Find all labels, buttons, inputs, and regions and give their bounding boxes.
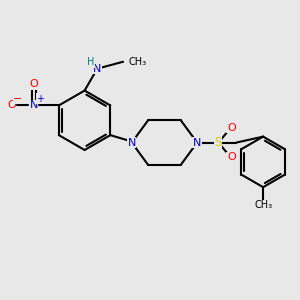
- Text: −: −: [13, 94, 22, 104]
- Text: H: H: [87, 57, 94, 67]
- Text: S: S: [214, 136, 222, 149]
- Text: N: N: [29, 100, 38, 110]
- Text: N: N: [93, 64, 101, 74]
- Text: N: N: [193, 138, 201, 148]
- Text: CH₃: CH₃: [254, 200, 272, 210]
- Text: CH₃: CH₃: [128, 57, 147, 67]
- Text: O: O: [29, 79, 38, 89]
- Text: +: +: [36, 94, 44, 104]
- Text: O: O: [227, 123, 236, 133]
- Text: O: O: [227, 152, 236, 162]
- Text: O: O: [7, 100, 16, 110]
- Text: N: N: [128, 138, 136, 148]
